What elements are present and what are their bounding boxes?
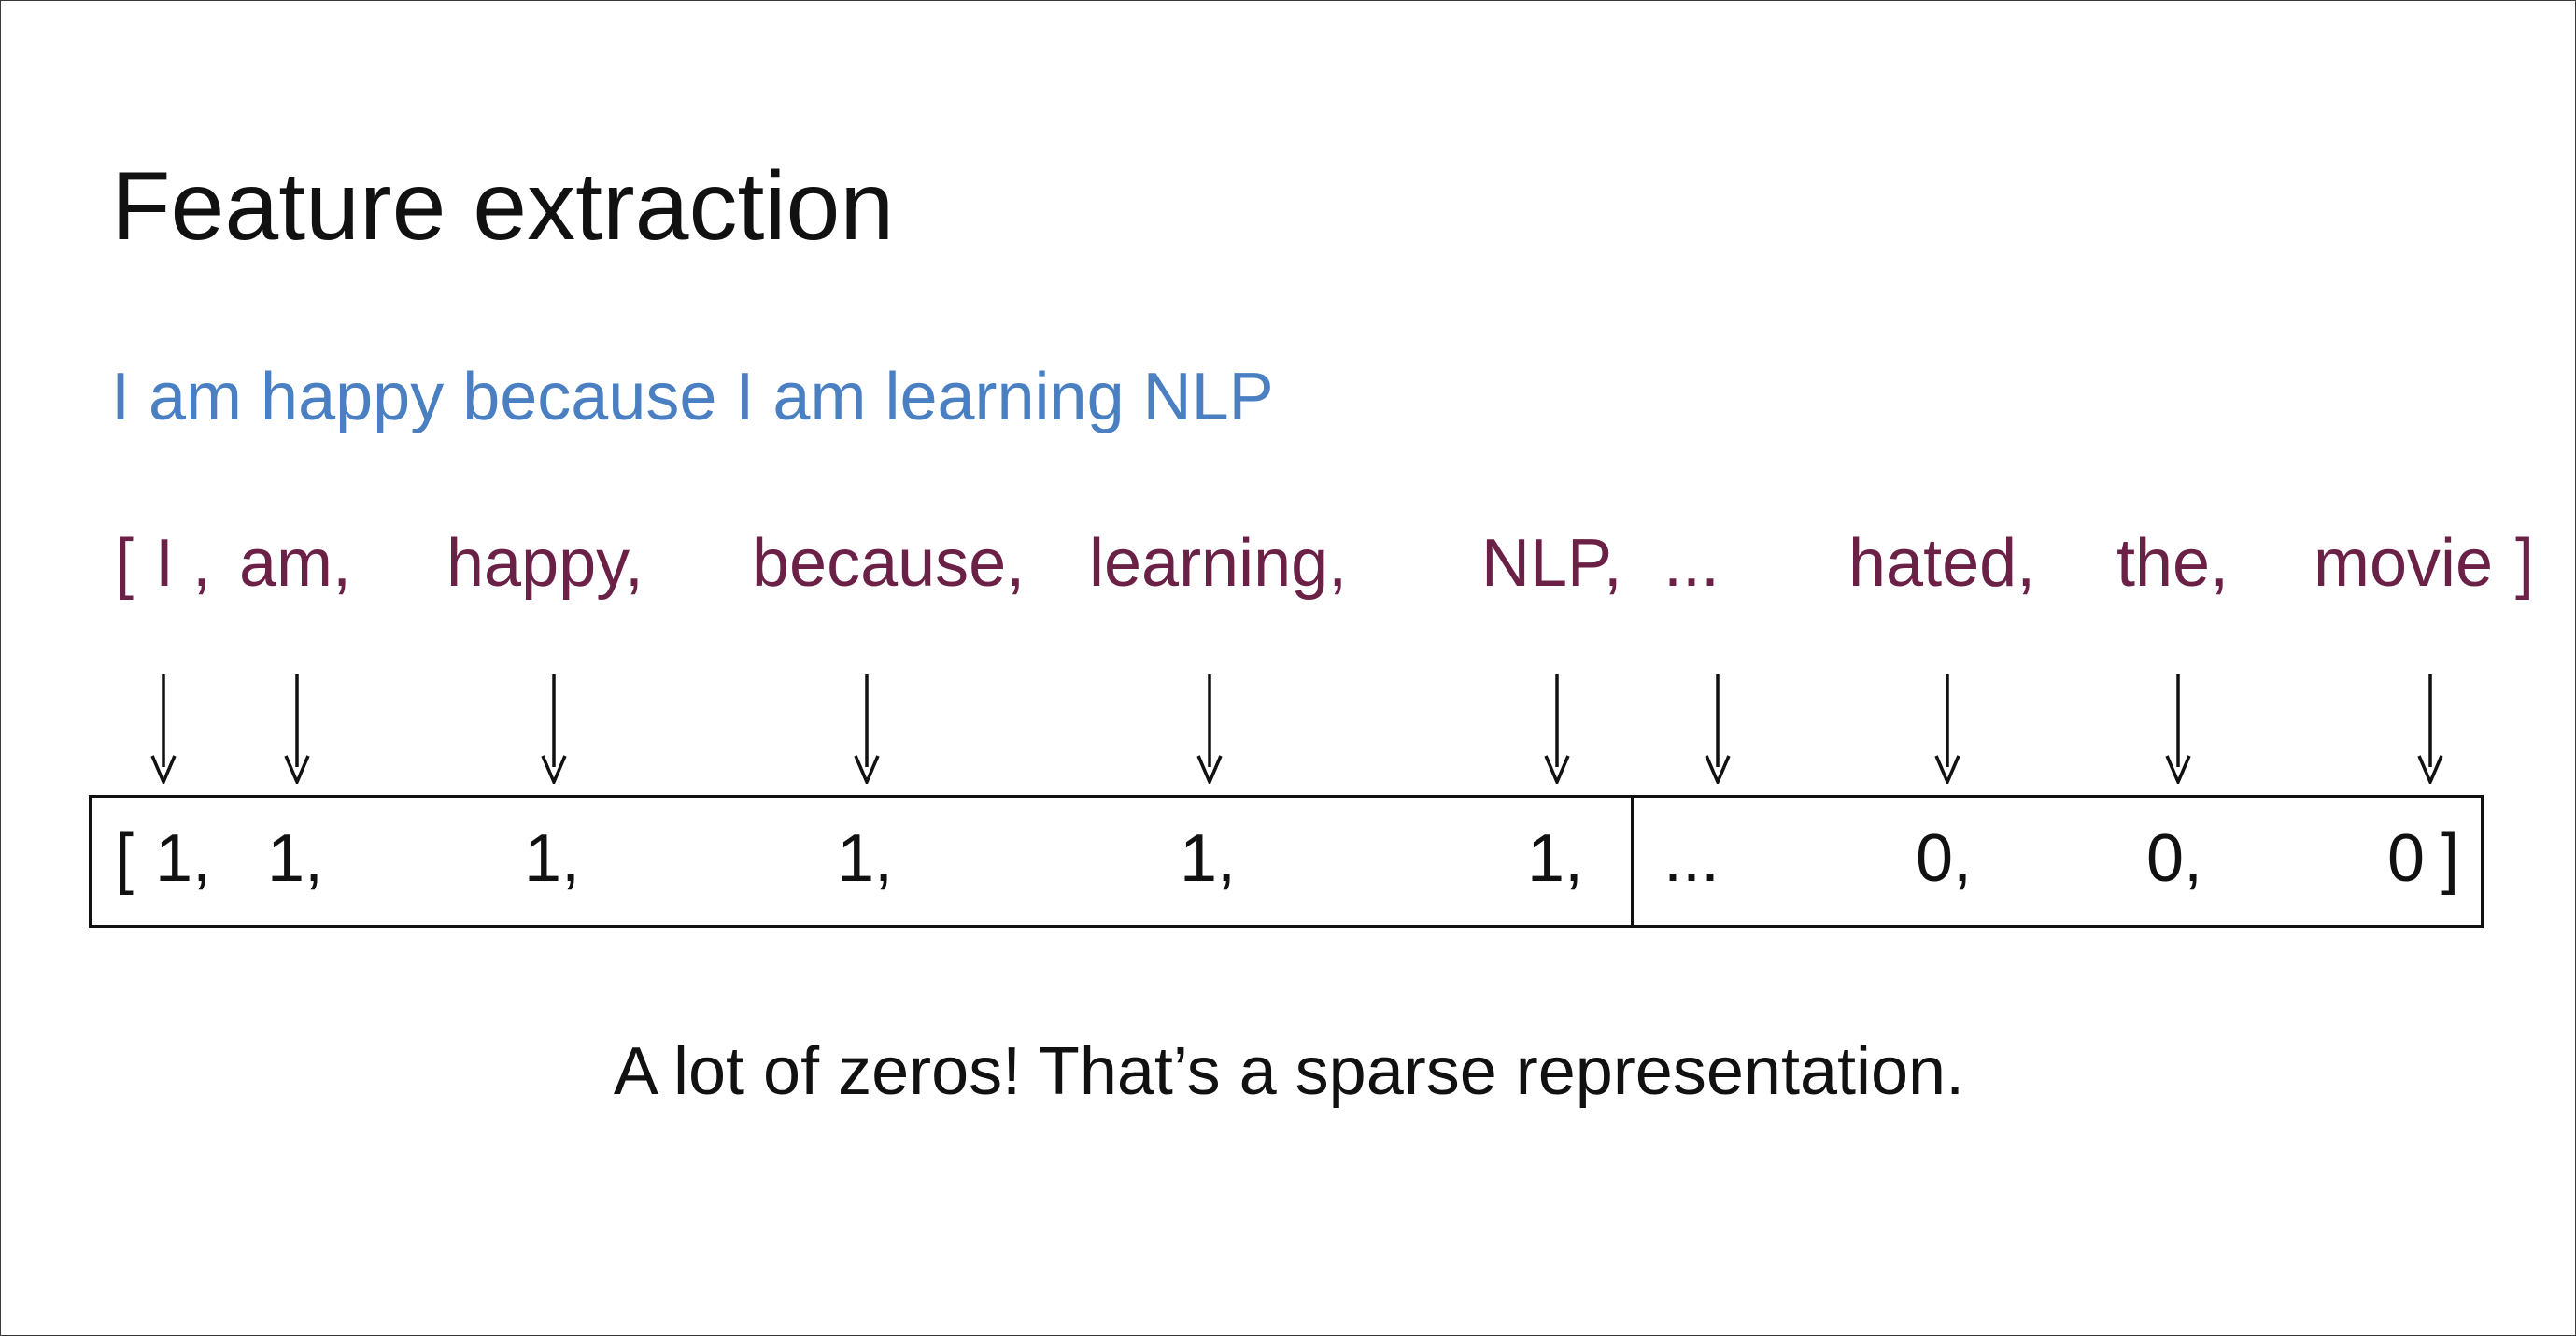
caption: A lot of zeros! That’s a sparse represen… xyxy=(613,1034,1965,1109)
vector-value: 1, xyxy=(155,821,212,896)
vocab-close-bracket: ] xyxy=(2515,526,2535,601)
down-arrow-icon xyxy=(854,674,880,784)
down-arrow-icon xyxy=(1196,674,1223,784)
vector-value: 1, xyxy=(1527,821,1584,896)
vector-value: 1, xyxy=(837,821,894,896)
vector-value: 0, xyxy=(2146,821,2203,896)
down-arrow-icon xyxy=(1705,674,1731,784)
slide-title: Feature extraction xyxy=(111,152,895,261)
down-arrow-icon xyxy=(1544,674,1570,784)
vector-open-bracket: [ xyxy=(115,821,134,896)
vector-value: 1, xyxy=(267,821,324,896)
vocab-word-happy: happy, xyxy=(446,526,644,601)
vocab-word-nlp: NLP, xyxy=(1481,526,1622,601)
vocab-word-am: am, xyxy=(239,526,352,601)
vector-value: 1, xyxy=(1180,821,1237,896)
down-arrow-icon xyxy=(541,674,567,784)
vocab-word-because: because, xyxy=(752,526,1026,601)
vocab-word-the: the, xyxy=(2116,526,2229,601)
vocab-word-i: I , xyxy=(155,526,212,601)
down-arrow-icon xyxy=(284,674,310,784)
down-arrow-icon xyxy=(2165,674,2191,784)
vocab-word-learning: learning, xyxy=(1089,526,1348,601)
vector-value: 0 xyxy=(2387,821,2426,896)
example-sentence: I am happy because I am learning NLP xyxy=(111,360,1274,434)
vocab-ellipsis: ... xyxy=(1663,526,1720,601)
vector-value: 0, xyxy=(1916,821,1973,896)
down-arrow-icon xyxy=(1934,674,1960,784)
down-arrow-icon xyxy=(2417,674,2443,784)
vector-ellipsis: ... xyxy=(1663,821,1720,896)
down-arrow-icon xyxy=(150,674,177,784)
vector-divider xyxy=(1631,795,1634,928)
vocab-open-bracket: [ xyxy=(115,526,134,601)
vocab-word-hated: hated, xyxy=(1848,526,2036,601)
vocab-word-movie: movie xyxy=(2314,526,2494,601)
feature-vector-box xyxy=(89,795,2484,928)
vector-close-bracket: ] xyxy=(2441,821,2460,896)
vector-value: 1, xyxy=(524,821,581,896)
